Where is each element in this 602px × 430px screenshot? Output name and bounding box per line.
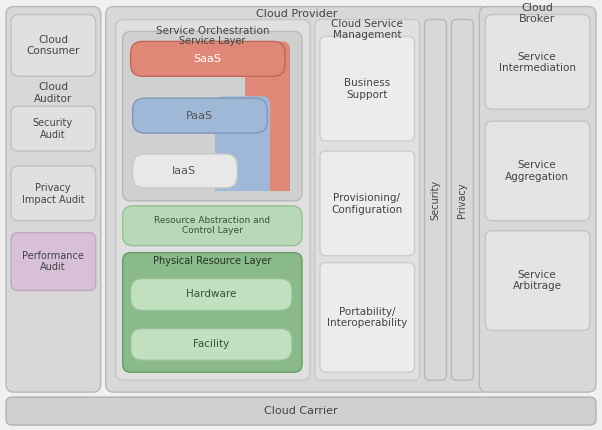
Text: Resource Abstraction and
Control Layer: Resource Abstraction and Control Layer (154, 216, 270, 236)
FancyBboxPatch shape (485, 231, 590, 330)
FancyBboxPatch shape (131, 329, 292, 360)
FancyBboxPatch shape (452, 19, 473, 380)
FancyBboxPatch shape (131, 41, 285, 76)
Bar (216, 133, 270, 191)
FancyBboxPatch shape (123, 31, 302, 201)
Text: Facility: Facility (193, 339, 229, 349)
FancyBboxPatch shape (131, 279, 292, 310)
Text: Cloud
Broker: Cloud Broker (519, 3, 555, 25)
FancyBboxPatch shape (6, 6, 101, 392)
FancyBboxPatch shape (132, 154, 237, 188)
Text: IaaS: IaaS (172, 166, 196, 176)
Text: Cloud
Consumer: Cloud Consumer (26, 34, 79, 56)
Text: Security: Security (430, 180, 441, 220)
FancyBboxPatch shape (11, 233, 96, 291)
Text: Cloud Carrier: Cloud Carrier (264, 406, 338, 416)
FancyBboxPatch shape (6, 397, 596, 425)
Text: Privacy: Privacy (458, 182, 467, 218)
FancyBboxPatch shape (245, 41, 290, 191)
FancyBboxPatch shape (485, 15, 590, 109)
Text: Cloud Provider: Cloud Provider (256, 9, 338, 18)
Text: PaaS: PaaS (186, 111, 213, 121)
FancyBboxPatch shape (320, 151, 415, 255)
Text: Service
Arbitrage: Service Arbitrage (513, 270, 562, 292)
FancyBboxPatch shape (123, 206, 302, 246)
Text: Performance
Audit: Performance Audit (22, 251, 84, 273)
Text: Service
Intermediation: Service Intermediation (498, 52, 576, 73)
FancyBboxPatch shape (11, 166, 96, 221)
FancyBboxPatch shape (11, 15, 96, 76)
FancyBboxPatch shape (216, 96, 270, 191)
Text: Hardware: Hardware (186, 289, 237, 299)
FancyBboxPatch shape (11, 106, 96, 151)
FancyBboxPatch shape (424, 19, 447, 380)
FancyBboxPatch shape (320, 37, 415, 141)
Text: Physical Resource Layer: Physical Resource Layer (153, 255, 272, 266)
Text: Service Layer: Service Layer (179, 37, 246, 46)
FancyBboxPatch shape (485, 121, 590, 221)
FancyBboxPatch shape (106, 6, 489, 392)
Text: Portability/
Interoperability: Portability/ Interoperability (327, 307, 407, 328)
FancyBboxPatch shape (132, 98, 267, 133)
FancyBboxPatch shape (123, 253, 302, 372)
Text: Cloud
Auditor: Cloud Auditor (34, 83, 72, 104)
Text: Service Orchestration: Service Orchestration (155, 27, 269, 37)
Text: Service
Aggregation: Service Aggregation (505, 160, 569, 182)
Bar (245, 76, 290, 191)
Text: Business
Support: Business Support (344, 78, 390, 100)
FancyBboxPatch shape (116, 19, 310, 380)
Text: SaaS: SaaS (193, 54, 222, 64)
FancyBboxPatch shape (479, 6, 596, 392)
Text: Security
Audit: Security Audit (33, 118, 73, 140)
Text: Cloud Service
Management: Cloud Service Management (331, 18, 403, 40)
Text: Privacy
Impact Audit: Privacy Impact Audit (22, 183, 84, 205)
FancyBboxPatch shape (320, 263, 415, 372)
Text: Provisioning/
Configuration: Provisioning/ Configuration (331, 193, 402, 215)
FancyBboxPatch shape (315, 19, 420, 380)
